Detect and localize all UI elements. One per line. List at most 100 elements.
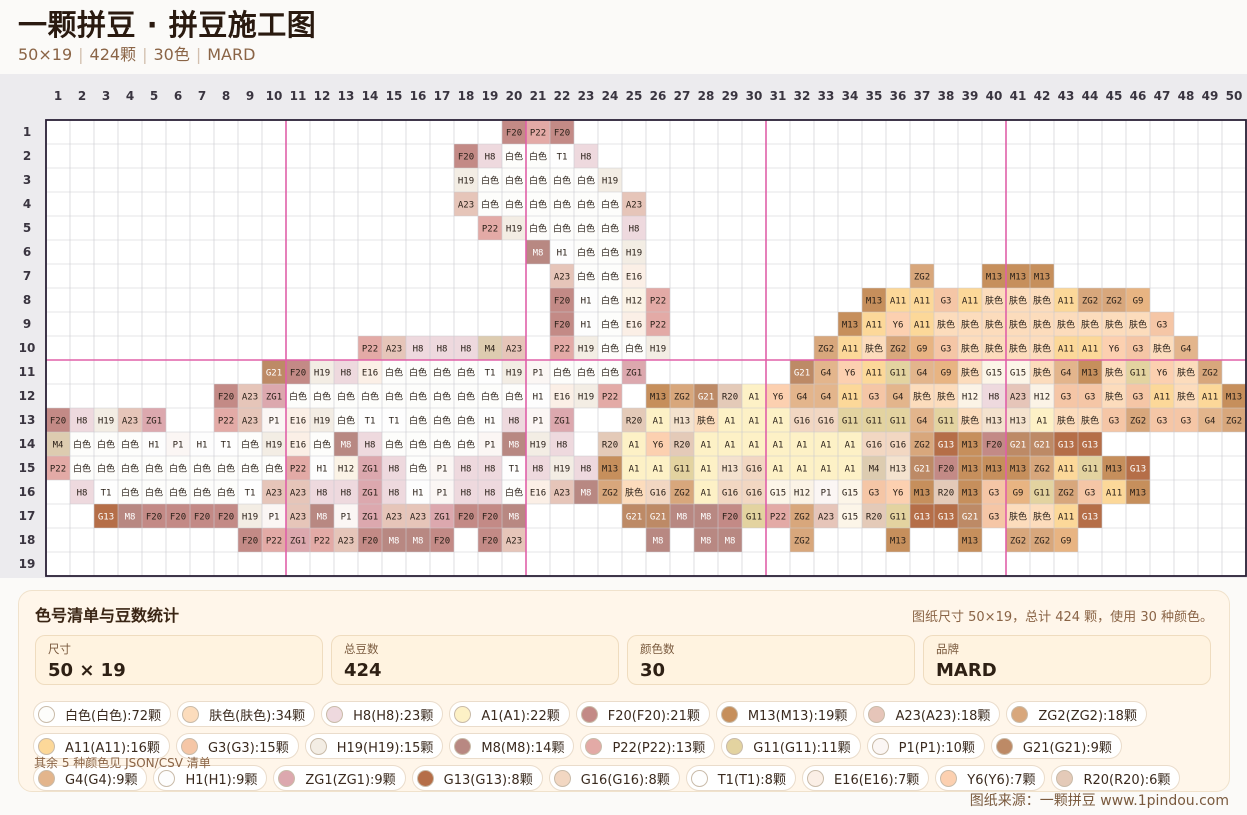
- bead-code: G16: [722, 489, 738, 499]
- bead-code: 肤色: [1009, 295, 1027, 307]
- bead-cell: [958, 312, 982, 336]
- bead-cell: [670, 432, 694, 456]
- bead-cell: [262, 480, 286, 504]
- bead-code: A11: [1154, 393, 1170, 403]
- bead-code: P1: [485, 441, 496, 451]
- bead-cell: [214, 432, 238, 456]
- bead-code: M8: [677, 513, 688, 523]
- color-chip[interactable]: P22(P22):13颗: [580, 733, 716, 759]
- stat-brand: 品牌 MARD: [923, 635, 1211, 685]
- color-chip[interactable]: A23(A23):18颗: [863, 701, 1001, 727]
- bead-code: M4: [869, 465, 880, 475]
- color-chip[interactable]: G13(G13):8颗: [411, 765, 543, 791]
- bead-code: A1: [773, 441, 784, 451]
- color-chip[interactable]: E16(E16):7颗: [801, 765, 930, 791]
- color-swatch: [309, 737, 327, 755]
- color-chip[interactable]: G16(G16):8颗: [548, 765, 680, 791]
- bead-code: 白色: [433, 439, 451, 451]
- color-chip[interactable]: H1(H1):9颗: [153, 765, 268, 791]
- bead-cell: [406, 480, 430, 504]
- bead-code: M13: [1010, 273, 1026, 283]
- bead-code: 肤色: [1033, 295, 1051, 307]
- color-chip[interactable]: 肤色(肤色):34颗: [177, 701, 316, 727]
- bead-cell: [598, 360, 622, 384]
- bead-cell: [814, 432, 838, 456]
- bead-code: A23: [338, 537, 354, 547]
- bead-cell: [1150, 384, 1174, 408]
- color-chip[interactable]: R20(R20):6颗: [1051, 765, 1181, 791]
- bead-cell: [1030, 384, 1054, 408]
- bead-cell: [1054, 384, 1078, 408]
- bead-cell: [1078, 408, 1102, 432]
- bead-code: 白色: [529, 151, 547, 163]
- color-chip[interactable]: T1(T1):8颗: [685, 765, 796, 791]
- more-colors-note: 其余 5 种颜色见 JSON/CSV 清单: [34, 756, 211, 770]
- color-chip[interactable]: G4(G4):9颗: [33, 765, 148, 791]
- bead-cell: [742, 480, 766, 504]
- bead-code: F20: [290, 369, 306, 379]
- color-chip-label: T1(T1):8颗: [717, 772, 786, 788]
- bead-code: G11: [1082, 465, 1098, 475]
- bead-cell: [1054, 504, 1078, 528]
- bead-code: M8: [125, 513, 136, 523]
- color-chip[interactable]: ZG2(ZG2):18颗: [1006, 701, 1147, 727]
- bead-cell: [598, 216, 622, 240]
- bead-code: E16: [290, 417, 306, 427]
- bead-code: A23: [290, 513, 306, 523]
- bead-code: E16: [290, 441, 306, 451]
- bead-code: H8: [317, 489, 328, 499]
- bead-cell: [1006, 264, 1030, 288]
- bead-code: F20: [362, 537, 378, 547]
- row-number: 12: [19, 389, 36, 403]
- color-chip[interactable]: ZG1(ZG1):9颗: [273, 765, 406, 791]
- color-chip[interactable]: G11(G11):11颗: [721, 733, 861, 759]
- stat-size: 尺寸 50 × 19: [35, 635, 323, 685]
- bead-code: G4: [797, 393, 808, 403]
- bead-cell: [1006, 312, 1030, 336]
- color-chip[interactable]: H19(H19):15颗: [304, 733, 444, 759]
- bead-code: G11: [866, 417, 882, 427]
- bead-cell: [142, 408, 166, 432]
- bead-cell: [646, 528, 670, 552]
- row-number: 15: [19, 461, 36, 475]
- color-chip[interactable]: M13(M13):19颗: [715, 701, 858, 727]
- bead-code: 白色: [409, 415, 427, 427]
- bead-code: G21: [698, 393, 714, 403]
- color-chip[interactable]: A11(A11):16颗: [33, 733, 170, 759]
- bead-cell: [526, 216, 550, 240]
- column-number: 40: [986, 89, 1003, 103]
- color-chip[interactable]: G3(G3):15颗: [175, 733, 299, 759]
- bead-cell: [166, 480, 190, 504]
- bead-code: G16: [650, 489, 666, 499]
- bead-code: F20: [506, 129, 522, 139]
- color-chip[interactable]: P1(P1):10颗: [866, 733, 985, 759]
- bead-cell: [526, 360, 550, 384]
- color-chip[interactable]: 白色(白色):72颗: [33, 701, 172, 727]
- chip-row: A11(A11):16颗 G3(G3):15颗 H19(H19):15颗 M8(M8)…: [33, 733, 1233, 759]
- column-number: 6: [174, 89, 182, 103]
- bead-cell: [718, 480, 742, 504]
- color-chip[interactable]: F20(F20):21颗: [575, 701, 710, 727]
- bead-code: R20: [938, 489, 954, 499]
- bead-code: 白色: [577, 271, 595, 283]
- bead-code: G4: [1205, 417, 1216, 427]
- column-number: 43: [1058, 89, 1075, 103]
- bead-code: A11: [962, 297, 978, 307]
- bead-code: E16: [530, 489, 546, 499]
- color-chip[interactable]: A1(A1):22颗: [449, 701, 570, 727]
- bead-code: G21: [1010, 441, 1026, 451]
- column-number: 45: [1106, 89, 1123, 103]
- row-number: 6: [23, 245, 31, 259]
- color-chip[interactable]: H8(H8):23颗: [321, 701, 444, 727]
- bead-code: 白色: [409, 439, 427, 451]
- bead-cell: [550, 456, 574, 480]
- bead-cell: [838, 360, 862, 384]
- bead-cell: [862, 408, 886, 432]
- bead-code: G3: [941, 297, 952, 307]
- color-chip[interactable]: M8(M8):14颗: [449, 733, 575, 759]
- color-chip[interactable]: G21(G21):9颗: [990, 733, 1122, 759]
- bead-cell: [694, 408, 718, 432]
- color-chip[interactable]: Y6(Y6):7颗: [935, 765, 1046, 791]
- bead-cell: [886, 480, 910, 504]
